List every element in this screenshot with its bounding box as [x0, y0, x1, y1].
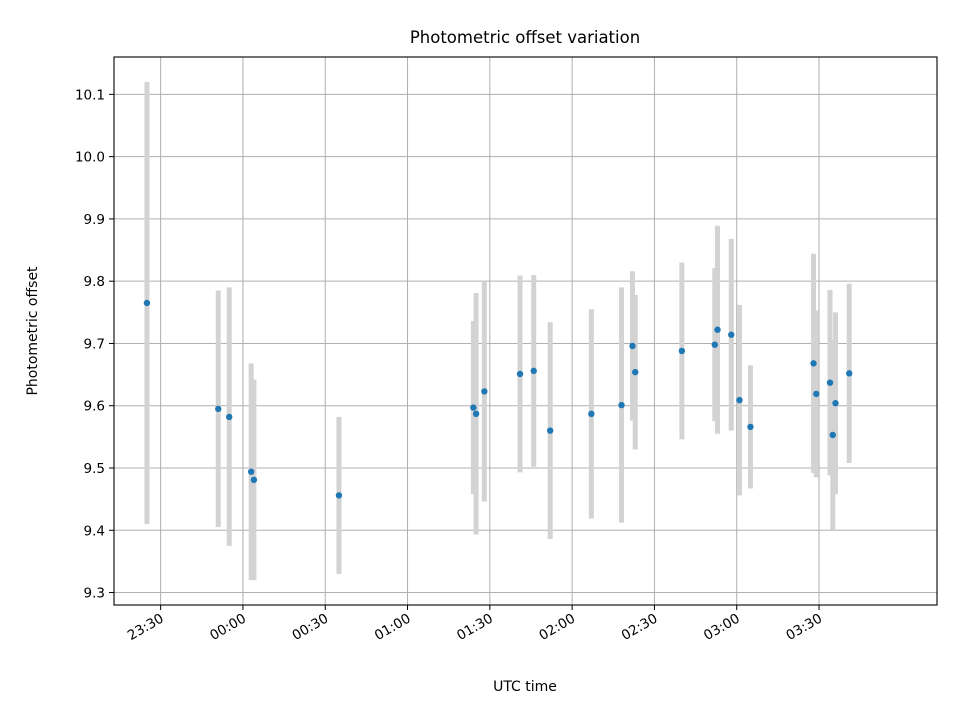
point-layer	[143, 299, 853, 499]
data-point	[247, 468, 255, 475]
data-point	[226, 413, 233, 421]
data-point	[832, 400, 839, 407]
data-point	[711, 341, 718, 348]
data-point	[629, 342, 636, 350]
y-tick-label: 9.7	[84, 336, 105, 352]
data-point	[632, 368, 639, 376]
chart-title: Photometric offset variation	[410, 28, 640, 47]
data-point	[335, 492, 343, 499]
data-point	[472, 410, 480, 418]
data-point	[810, 360, 817, 367]
data-point	[829, 431, 836, 439]
y-tick-label: 9.4	[84, 523, 105, 539]
data-point	[813, 390, 820, 398]
data-point	[678, 347, 686, 355]
data-point	[470, 404, 477, 411]
data-point	[143, 299, 151, 307]
y-axis-title: Photometric offset	[25, 266, 41, 396]
y-tick-label: 10.1	[75, 87, 105, 103]
data-point	[215, 405, 222, 413]
y-tick-label: 9.9	[84, 212, 105, 228]
data-point	[516, 370, 524, 378]
data-point	[736, 396, 743, 404]
data-point	[728, 331, 735, 338]
data-point	[481, 388, 488, 395]
y-tick-label: 9.8	[84, 274, 105, 290]
y-tick-label: 10.0	[75, 150, 105, 166]
y-tick-label: 9.3	[84, 586, 105, 602]
data-point	[546, 427, 554, 434]
data-point	[588, 410, 595, 418]
data-point	[747, 423, 754, 431]
data-point	[618, 401, 625, 409]
plot-frame	[113, 56, 938, 606]
x-axis-title: UTC time	[493, 679, 557, 695]
y-tick-label: 9.5	[84, 461, 105, 477]
y-tick-label: 9.6	[84, 399, 105, 415]
grid-layer	[114, 57, 937, 605]
data-point	[250, 476, 258, 484]
data-point	[826, 379, 834, 386]
data-point	[714, 326, 721, 333]
data-point	[846, 370, 853, 377]
data-point	[530, 367, 537, 375]
